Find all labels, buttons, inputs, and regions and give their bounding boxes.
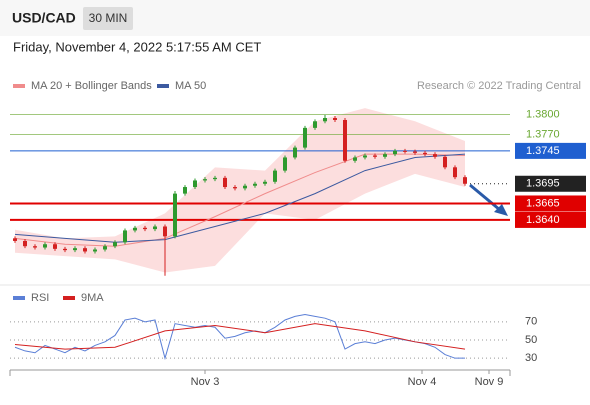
credit: Research © 2022 Trading Central [417,80,581,92]
level-label: 1.3640 [526,214,560,226]
candle-body [373,155,377,157]
candle-body [93,249,97,252]
indicator-line [14,323,466,350]
candle-body [163,226,167,237]
candle-body [303,127,307,148]
level-label: 1.3745 [526,145,560,157]
candle-body [363,155,367,158]
y-tick-label: 30 [525,352,537,364]
legend-label: MA 50 [175,80,206,92]
candle-body [283,157,287,171]
timeframe[interactable]: 30 MIN [89,11,128,25]
timeframe-button[interactable] [83,7,133,30]
candle-body [393,150,397,155]
y-tick-label: 70 [525,316,537,328]
indicator-line [14,314,465,361]
candle-body [33,246,37,248]
candle-body [353,157,357,161]
legend-swatch [13,296,25,300]
candle-body [203,179,207,181]
legend-swatch [63,296,75,300]
x-tick-label: Nov 3 [191,376,220,388]
legend-label: MA 20 + Bollinger Bands [31,80,152,92]
candle-body [293,147,297,158]
candle-body [343,119,347,161]
candle-body [433,154,437,157]
candle-body [463,177,467,184]
candle-body [273,170,277,182]
candle-body [103,246,107,250]
candle-body [143,227,147,230]
level-box [515,211,586,228]
x-tick-label: Nov 9 [475,376,504,388]
candle-body [43,244,47,248]
candle-body [183,187,187,194]
candle-body [13,238,17,241]
candle-body [243,185,247,189]
level-label: 1.3800 [526,109,560,121]
candle-body [133,227,137,231]
legend-swatch [13,84,25,88]
candle-body [403,150,407,152]
candle-body [213,177,217,180]
forecast-arrow [469,183,501,212]
candle-body [223,177,227,188]
legend-label: 9MA [81,292,104,304]
candle-body [423,152,427,155]
candle-body [253,183,257,186]
level-box [515,175,586,192]
legend-swatch [157,84,169,88]
symbol: USD/CAD [12,10,76,26]
datetime: Friday, November 4, 2022 5:17:55 AM CET [13,39,261,54]
candle-body [383,154,387,157]
bollinger-band [15,108,465,273]
level-box [515,195,586,212]
candle-body [83,248,87,252]
moving-average [14,153,466,247]
candle-body [23,240,27,247]
legend-label: RSI [31,292,49,304]
candle-body [173,193,177,237]
candle-body [233,187,237,189]
y-tick-label: 50 [525,334,537,346]
level-label: 1.3695 [526,178,560,190]
candle-body [443,156,447,168]
candle-body [413,151,417,153]
candle-body [53,244,57,249]
forecast-arrow-head [494,204,508,216]
candle-body [123,230,127,243]
candle-body [153,226,157,230]
level-label: 1.3665 [526,197,560,209]
candle-body [263,181,267,184]
x-tick-label: Nov 4 [408,376,437,388]
candle-body [333,118,337,120]
level-box [515,142,586,159]
candle-body [63,248,67,251]
candle-body [73,248,77,251]
moving-average [14,153,466,243]
candle-body [113,242,117,247]
candle-body [323,118,327,122]
candle-body [313,121,317,128]
candle-body [193,180,197,188]
candle-body [453,167,457,178]
level-label: 1.3770 [526,128,560,140]
